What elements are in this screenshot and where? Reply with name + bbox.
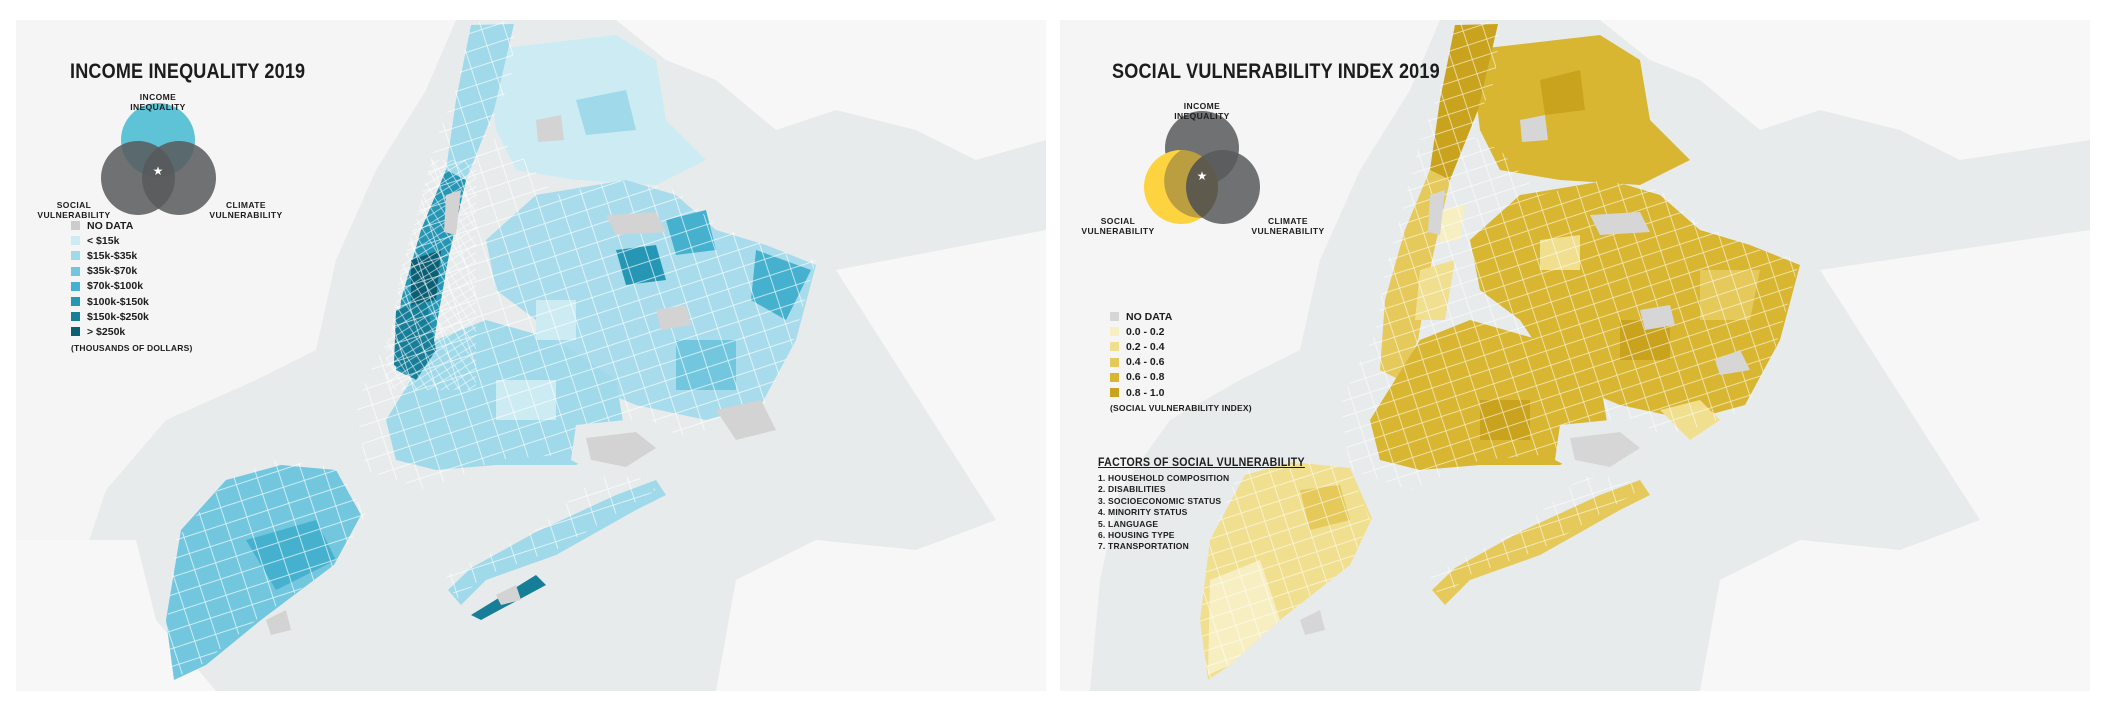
legend-item: $35k-$70k <box>71 264 193 279</box>
svi-legend: NO DATA 0.0 - 0.2 0.2 - 0.4 0.4 - 0.6 0.6 - … <box>1110 309 1252 413</box>
legend-swatch <box>71 281 80 291</box>
legend-label: NO DATA <box>1126 310 1173 323</box>
legend-swatch <box>71 312 80 322</box>
legend-item: 0.2 - 0.4 <box>1110 339 1252 354</box>
income-legend: NO DATA < $15k $15k-$35k $35k-$70k $70k-$100… <box>71 218 193 353</box>
legend-item: 0.4 - 0.6 <box>1110 355 1252 370</box>
lga-no-data <box>1590 212 1650 235</box>
factors-title: FACTORS OF SOCIAL VULNERABILITY <box>1098 457 1305 469</box>
factor-item: 6. HOUSING TYPE <box>1098 530 1175 541</box>
venn-circle-climate <box>1186 150 1260 224</box>
legend-swatch <box>1110 357 1119 367</box>
legend-label: 0.8 - 1.0 <box>1126 386 1165 399</box>
legend-swatch <box>71 236 80 246</box>
legend-item: 0.8 - 1.0 <box>1110 385 1252 400</box>
venn-label-income: INCOME INEQUALITY <box>130 92 186 112</box>
jfk-no-data <box>716 400 776 440</box>
legend-swatch <box>1110 312 1119 322</box>
factor-item: 5. LANGUAGE <box>1098 518 1159 529</box>
nj-coast-land <box>16 540 216 691</box>
legend-label: 0.2 - 0.4 <box>1126 340 1165 353</box>
venn-label-climate: CLIMATE VULNERABILITY <box>209 200 283 220</box>
legend-swatch <box>71 221 80 231</box>
legend-item: 0.0 - 0.2 <box>1110 324 1252 339</box>
westchester-land <box>1600 20 2090 160</box>
legend-label: $100k-$150k <box>87 295 149 308</box>
venn-label-income: INCOME INEQUALITY <box>1174 101 1230 121</box>
legend-label: $70k-$100k <box>87 280 144 293</box>
legend-item: $15k-$35k <box>71 248 193 263</box>
income-inequality-map-panel: INCOME INEQUALITY 2019 ★ INCOME INEQUALI… <box>16 20 1046 691</box>
legend-swatch <box>1110 388 1119 398</box>
factor-item: 3. SOCIOECONOMIC STATUS <box>1098 495 1222 506</box>
legend-label: $35k-$70k <box>87 265 138 278</box>
legend-note: (SOCIAL VULNERABILITY INDEX) <box>1110 403 1252 414</box>
svi-map-panel: SOCIAL VULNERABILITY INDEX 2019 ★ INCOME… <box>1060 20 2090 691</box>
legend-swatch <box>71 297 80 307</box>
lga-no-data <box>606 212 666 235</box>
map-title: SOCIAL VULNERABILITY INDEX 2019 <box>1112 60 1440 83</box>
legend-item: < $15k <box>71 233 193 248</box>
long-island-land <box>716 230 1046 691</box>
venn-diagram: ★ <box>1144 111 1260 224</box>
venn-diagram: ★ <box>101 103 216 215</box>
park-no-data <box>1428 190 1445 235</box>
park-no-data <box>444 190 461 235</box>
map-title: INCOME INEQUALITY 2019 <box>70 60 306 83</box>
factors-list: FACTORS OF SOCIAL VULNERABILITY 1. HOUSE… <box>1098 457 1323 553</box>
legend-swatch <box>1110 327 1119 337</box>
venn-circle-climate <box>142 141 216 215</box>
factor-item: 4. MINORITY STATUS <box>1098 507 1188 518</box>
income-inequality-map <box>16 20 1046 691</box>
venn-label-climate: CLIMATE VULNERABILITY <box>1251 216 1325 236</box>
legend-label: NO DATA <box>87 219 134 232</box>
legend-swatch <box>71 251 80 261</box>
legend-label: $150k-$250k <box>87 310 149 323</box>
legend-swatch <box>71 327 80 337</box>
legend-item: NO DATA <box>71 218 193 233</box>
legend-swatch <box>1110 342 1119 352</box>
venn-label-social: SOCIAL VULNERABILITY <box>37 200 111 220</box>
long-island-land <box>1700 230 2090 691</box>
legend-label: 0.6 - 0.8 <box>1126 371 1165 384</box>
factor-item: 1. HOUSEHOLD COMPOSITION <box>1098 473 1230 483</box>
svi-map <box>1060 20 2090 691</box>
westchester-land <box>616 20 1046 160</box>
legend-item: NO DATA <box>1110 309 1252 324</box>
legend-item: $70k-$100k <box>71 279 193 294</box>
factor-item: 2. DISABILITIES <box>1098 484 1166 495</box>
legend-item: $100k-$150k <box>71 294 193 309</box>
jamaica-bay-no-data <box>586 432 656 467</box>
legend-label: < $15k <box>87 234 120 247</box>
legend-swatch <box>1110 372 1119 382</box>
jamaica-bay-no-data <box>1570 432 1640 467</box>
venn-center-star-icon: ★ <box>1197 169 1208 183</box>
factor-item: 7. TRANSPORTATION <box>1098 541 1189 552</box>
legend-item: 0.6 - 0.8 <box>1110 370 1252 385</box>
venn-label-social: SOCIAL VULNERABILITY <box>1081 216 1155 236</box>
legend-item: $150k-$250k <box>71 309 193 324</box>
legend-label: 0.4 - 0.6 <box>1126 356 1165 369</box>
venn-center-star-icon: ★ <box>153 164 164 178</box>
legend-item: > $250k <box>71 324 193 339</box>
legend-label: > $250k <box>87 325 126 338</box>
legend-note: (THOUSANDS OF DOLLARS) <box>71 342 193 353</box>
legend-swatch <box>71 266 80 276</box>
legend-label: $15k-$35k <box>87 249 138 262</box>
legend-label: 0.0 - 0.2 <box>1126 325 1165 338</box>
